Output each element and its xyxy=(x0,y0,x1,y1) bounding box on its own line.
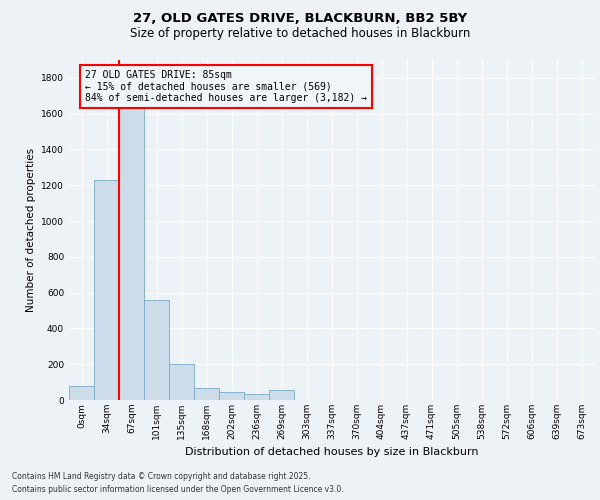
Text: 27, OLD GATES DRIVE, BLACKBURN, BB2 5BY: 27, OLD GATES DRIVE, BLACKBURN, BB2 5BY xyxy=(133,12,467,26)
Text: Contains HM Land Registry data © Crown copyright and database right 2025.: Contains HM Land Registry data © Crown c… xyxy=(12,472,311,481)
Bar xyxy=(194,388,219,400)
Bar xyxy=(244,394,269,400)
Bar xyxy=(269,390,294,400)
Text: Contains public sector information licensed under the Open Government Licence v3: Contains public sector information licen… xyxy=(12,485,344,494)
Bar xyxy=(119,92,144,400)
Bar xyxy=(69,386,94,400)
X-axis label: Distribution of detached houses by size in Blackburn: Distribution of detached houses by size … xyxy=(185,448,478,458)
Text: 27 OLD GATES DRIVE: 85sqm
← 15% of detached houses are smaller (569)
84% of semi: 27 OLD GATES DRIVE: 85sqm ← 15% of detac… xyxy=(85,70,367,103)
Bar xyxy=(94,180,119,400)
Y-axis label: Number of detached properties: Number of detached properties xyxy=(26,148,35,312)
Text: Size of property relative to detached houses in Blackburn: Size of property relative to detached ho… xyxy=(130,28,470,40)
Bar xyxy=(169,364,194,400)
Bar xyxy=(219,392,244,400)
Bar xyxy=(144,300,169,400)
